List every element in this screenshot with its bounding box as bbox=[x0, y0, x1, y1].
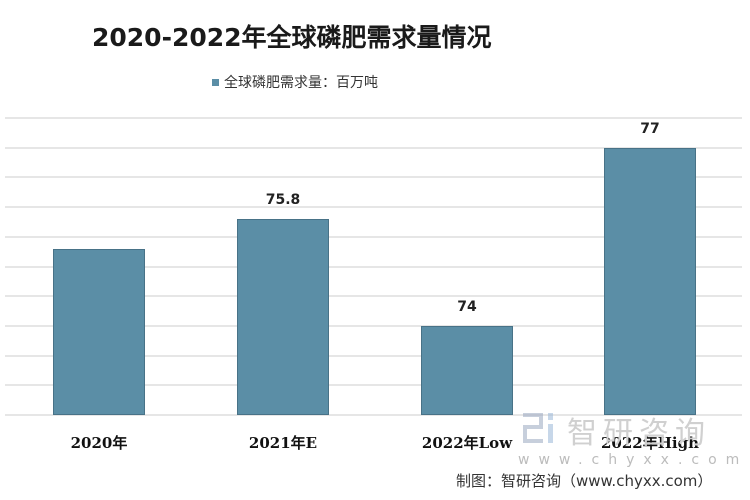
x-axis-label: 2020年 bbox=[70, 434, 128, 452]
source-note: 制图：智研咨询（www.chyxx.com） bbox=[456, 472, 713, 490]
legend-swatch-icon bbox=[212, 78, 219, 86]
bar-2 bbox=[421, 325, 513, 415]
gridline bbox=[5, 384, 742, 386]
gridline bbox=[5, 206, 742, 208]
gridline bbox=[5, 117, 742, 119]
watermark-url: www.chyxx.com bbox=[518, 452, 749, 468]
gridline bbox=[5, 147, 742, 149]
bar-value-label: 77 bbox=[640, 120, 660, 137]
bar-value-label: 75.8 bbox=[265, 191, 301, 208]
gridline bbox=[5, 236, 742, 238]
chart-title: 2020-2022年全球磷肥需求量情况 bbox=[92, 23, 492, 52]
gridline bbox=[5, 414, 742, 416]
gridline bbox=[5, 355, 742, 357]
gridline bbox=[5, 266, 742, 268]
x-axis-label: 2021年E bbox=[248, 434, 318, 452]
bar-value-label: 74 bbox=[457, 298, 477, 315]
x-axis-label: 2022年High bbox=[600, 434, 699, 452]
legend: 全球磷肥需求量：百万吨 bbox=[212, 72, 378, 92]
gridline bbox=[5, 176, 742, 178]
watermark-brand: 智研咨询 bbox=[567, 416, 711, 451]
x-axis-label: 2022年Low bbox=[421, 434, 513, 452]
gridline bbox=[5, 295, 742, 297]
bar-1 bbox=[237, 218, 329, 415]
bar-0 bbox=[53, 248, 145, 415]
legend-label: 全球磷肥需求量：百万吨 bbox=[224, 75, 378, 91]
bar-3 bbox=[604, 147, 696, 415]
gridline bbox=[5, 325, 742, 327]
chyxx-logo-icon bbox=[523, 413, 553, 443]
